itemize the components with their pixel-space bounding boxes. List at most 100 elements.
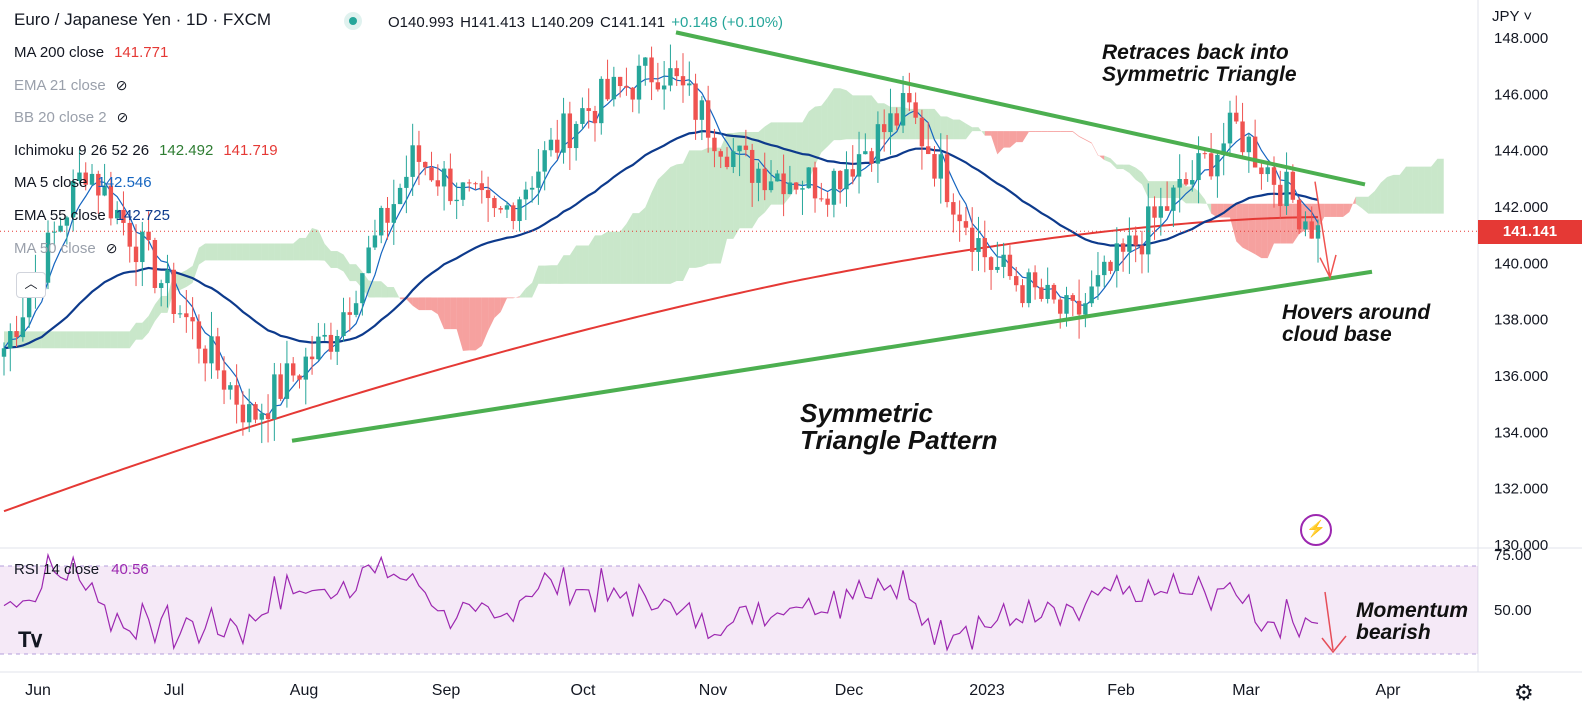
ichimoku-cloud-segment [865, 95, 872, 140]
candle-body [1114, 243, 1120, 271]
candle-body [473, 183, 478, 185]
candle-body [875, 124, 881, 164]
upper-trendline [675, 30, 1366, 187]
time-tick-label: Dec [835, 682, 863, 699]
gear-icon[interactable]: ⚙ [1514, 680, 1534, 705]
candle-body [1001, 254, 1006, 267]
candle-body [1284, 171, 1289, 207]
annotation-line: Triangle Pattern [800, 425, 998, 456]
ichimoku-cloud-segment [48, 331, 55, 349]
candle-body [542, 150, 547, 172]
ichimoku-cloud-segment [833, 88, 841, 141]
ichimoku-cloud-segment [224, 243, 231, 261]
candle-body [196, 321, 202, 349]
candle-body [272, 374, 277, 420]
legend-row[interactable]: Ichimoku 9 26 52 26 142.492 141.719 [14, 142, 278, 159]
ichimoku-cloud-segment [1154, 181, 1161, 199]
lightning-icon[interactable]: ⚡ [1300, 514, 1332, 546]
legend-row[interactable]: MA 50 close ⊘ [14, 240, 117, 257]
candle-body [888, 113, 893, 133]
ichimoku-cloud-segment [965, 123, 973, 140]
ichimoku-cloud-segment [211, 243, 218, 261]
candle-body [152, 240, 158, 288]
ichimoku-cloud-segment [475, 297, 482, 351]
ichimoku-cloud-segment [1072, 131, 1080, 137]
ichimoku-cloud-segment [532, 265, 539, 298]
legend-row[interactable]: MA 5 close 142.546 [14, 174, 152, 191]
ichimoku-cloud-segment [683, 150, 690, 282]
ichimoku-cloud-segment [418, 297, 426, 311]
rsi-value: 40.56 [111, 561, 149, 578]
ma5-line [3, 75, 1319, 417]
ichimoku-cloud-segment [54, 331, 61, 349]
ichimoku-cloud-segment [444, 297, 451, 330]
ichimoku-cloud-segment [1248, 203, 1256, 255]
annotation-hovers: Hovers around cloud base [1282, 301, 1430, 346]
candle-body [234, 385, 239, 405]
symbol-title[interactable]: Euro / Japanese Yen · 1D · FXCM [14, 10, 272, 29]
ichimoku-cloud-segment [161, 295, 168, 313]
annotation-retraces: Retraces back into Symmetric Triangle [1102, 41, 1297, 86]
candle-body [674, 68, 679, 77]
ichimoku-cloud-segment [607, 231, 614, 284]
candle-body [699, 100, 705, 120]
ichimoku-cloud-segment [286, 243, 294, 261]
time-tick-label: Jul [164, 682, 184, 699]
ichimoku-cloud-segment [840, 88, 847, 141]
time-tick-label: Sep [432, 682, 461, 699]
ichimoku-cloud-segment [217, 243, 225, 261]
candle-body [1227, 112, 1233, 144]
candle-body [907, 93, 912, 103]
candle-body [661, 85, 667, 90]
candle-body [1240, 121, 1245, 153]
candle-body [1215, 154, 1220, 177]
legend-row[interactable]: MA 200 close 141.771 [14, 44, 168, 61]
candle-body [246, 404, 252, 423]
ichimoku-cloud-segment [1198, 191, 1205, 204]
candle-body [416, 145, 422, 162]
ichimoku-cloud-segment [569, 245, 577, 284]
candle-body [881, 124, 887, 133]
candle-body [1020, 285, 1025, 304]
hidden-eye-icon[interactable]: ⊘ [116, 109, 129, 126]
ichimoku-cloud-segment [1229, 203, 1237, 242]
candle-body [360, 273, 365, 304]
candle-body [756, 168, 761, 183]
candle-body [573, 123, 579, 149]
ichimoku-cloud-segment [846, 90, 853, 140]
tradingview-logo[interactable]: T∨ [18, 627, 44, 652]
ichimoku-cloud-segment [1028, 131, 1036, 133]
ichimoku-cloud-segment [1085, 139, 1092, 144]
candle-body [749, 149, 755, 183]
candle-body [1146, 206, 1151, 255]
candle-body [926, 146, 931, 155]
legend-row[interactable]: EMA 21 close ⊘ [14, 77, 127, 94]
candle-body [976, 238, 981, 252]
candle-body [322, 334, 327, 337]
ichimoku-cloud-segment [60, 331, 67, 349]
ichimoku-cloud-segment [1255, 203, 1262, 259]
ichimoku-cloud-segment [1273, 203, 1281, 244]
candle-body [265, 413, 271, 420]
legend-row[interactable]: EMA 55 close 142.725 [14, 207, 170, 224]
down-arrow [1314, 181, 1337, 280]
legend-row[interactable]: BB 20 close 2 ⊘ [14, 109, 128, 126]
collapse-legend-button[interactable]: ︿ [16, 272, 46, 298]
ichimoku-cloud-segment [299, 237, 306, 261]
hidden-eye-icon[interactable]: ⊘ [115, 76, 128, 93]
candle-body [957, 214, 962, 222]
candle-body [963, 221, 969, 228]
time-tick-label: Mar [1232, 682, 1260, 699]
ichimoku-cloud-segment [670, 164, 677, 284]
candle-body [1064, 295, 1069, 314]
ichimoku-cloud-segment [827, 88, 834, 147]
hidden-eye-icon[interactable]: ⊘ [105, 239, 118, 256]
candle-body [825, 198, 830, 205]
currency-selector[interactable]: JPY ˅ [1492, 8, 1533, 25]
candle-body [724, 156, 730, 167]
last-price-label: 141.141 [1478, 220, 1582, 244]
candle-body [599, 78, 604, 124]
ichimoku-cloud-segment [142, 315, 149, 340]
candle-body [45, 232, 51, 283]
